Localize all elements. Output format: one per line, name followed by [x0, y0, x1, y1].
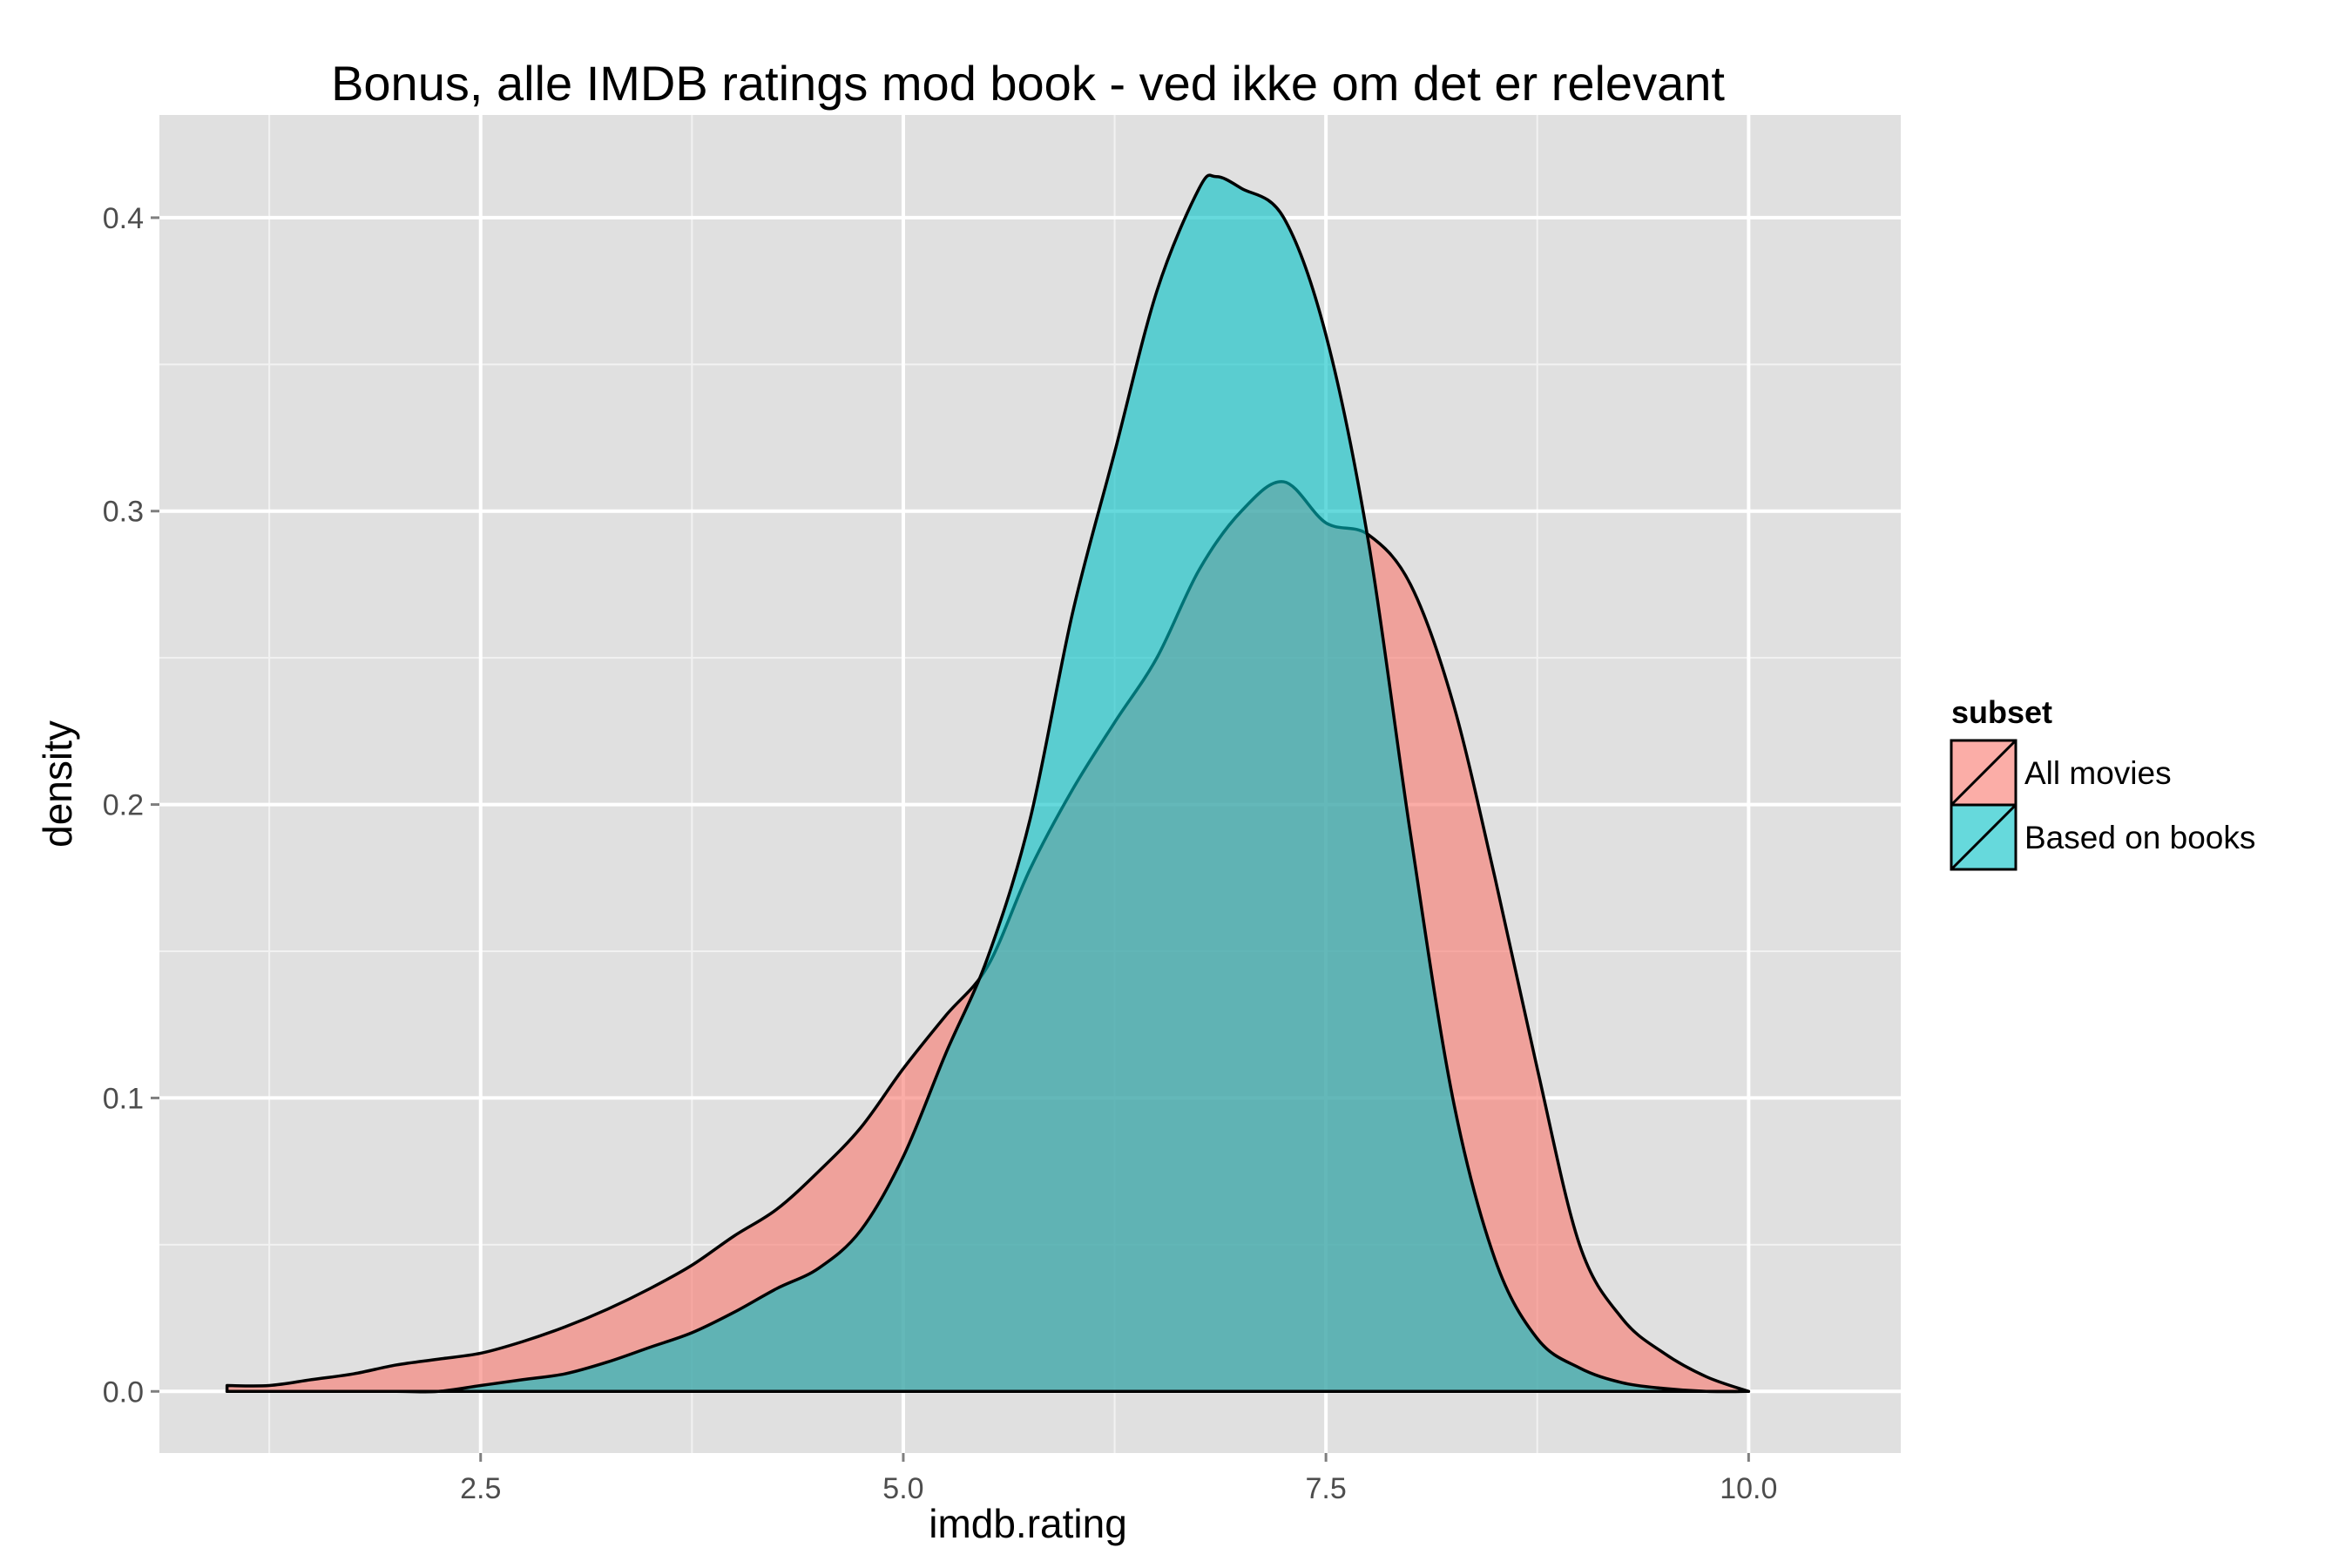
- x-axis: 2.5 5.0 7.5 10.0: [460, 1453, 1777, 1505]
- x-tick-label: 7.5: [1306, 1472, 1347, 1505]
- legend: subset All movies Based on books: [1950, 694, 2255, 871]
- legend-title: subset: [1951, 694, 2052, 730]
- legend-key-slash: [1950, 739, 2017, 807]
- x-tick-label: 10.0: [1720, 1472, 1777, 1505]
- y-tick-label: 0.1: [103, 1082, 144, 1115]
- y-axis-title: density: [35, 720, 80, 848]
- legend-label: All movies: [2024, 755, 2172, 791]
- chart-title: Bonus, alle IMDB ratings mod book - ved …: [331, 56, 1725, 111]
- y-tick-label: 0.3: [103, 496, 144, 529]
- legend-label: Based on books: [2024, 820, 2255, 855]
- density-areas: [225, 173, 1751, 1394]
- y-tick-label: 0.4: [103, 202, 144, 235]
- y-tick-label: 0.2: [103, 789, 144, 822]
- x-tick-label: 2.5: [460, 1472, 501, 1505]
- x-tick-label: 5.0: [882, 1472, 923, 1505]
- y-axis: 0.0 0.1 0.2 0.3 0.4: [103, 202, 159, 1409]
- y-tick-label: 0.0: [103, 1375, 144, 1409]
- legend-key-slash: [1950, 803, 2017, 871]
- x-axis-title: imdb.rating: [929, 1501, 1127, 1546]
- density-area-based-on-books: [225, 173, 1751, 1394]
